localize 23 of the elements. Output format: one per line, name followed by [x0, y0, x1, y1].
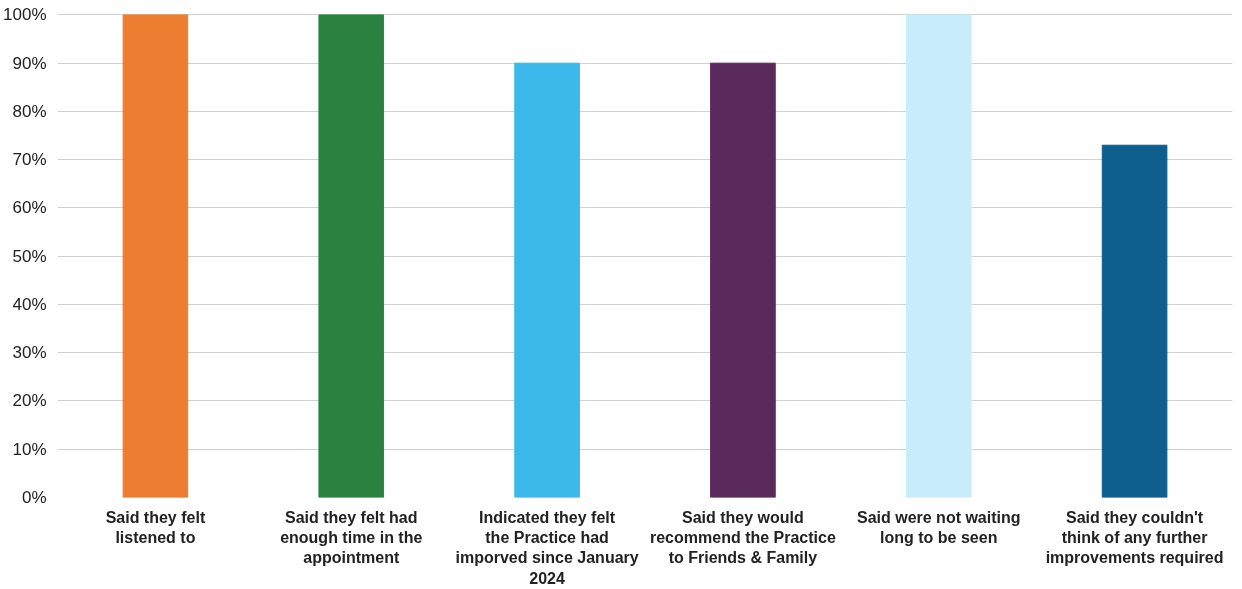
bar — [318, 14, 385, 498]
y-tick-label: 10% — [12, 439, 47, 459]
y-tick-label: 80% — [12, 101, 47, 121]
bar — [122, 14, 189, 498]
bar — [1101, 144, 1168, 498]
y-tick-label: 60% — [12, 198, 47, 218]
bar — [905, 14, 972, 498]
y-tick-label: 100% — [3, 5, 47, 25]
x-tick-label: Said they couldn't think of any further improvements required — [1045, 508, 1224, 567]
x-tick-label: Said they felt had enough time in the appointment — [280, 508, 423, 567]
y-tick-label: 40% — [12, 294, 47, 314]
y-tick-label: 50% — [12, 246, 47, 266]
bar — [710, 62, 776, 498]
bar — [514, 62, 580, 498]
x-tick-label: Said were not waiting long to be seen — [856, 508, 1021, 546]
y-tick-label: 0% — [21, 488, 47, 507]
x-tick-label: Indicated they felt the Practice had imporved since January 2024 — [455, 508, 639, 587]
y-tick-label: 70% — [12, 150, 47, 170]
x-tick-label: Said they would recommend the Practice to Friends & Family — [649, 508, 836, 567]
x-tick-label: Said they felt listened to — [105, 508, 206, 546]
y-tick-label: 20% — [12, 391, 47, 411]
y-tick-label: 30% — [12, 343, 47, 363]
y-tick-label: 90% — [12, 53, 47, 73]
